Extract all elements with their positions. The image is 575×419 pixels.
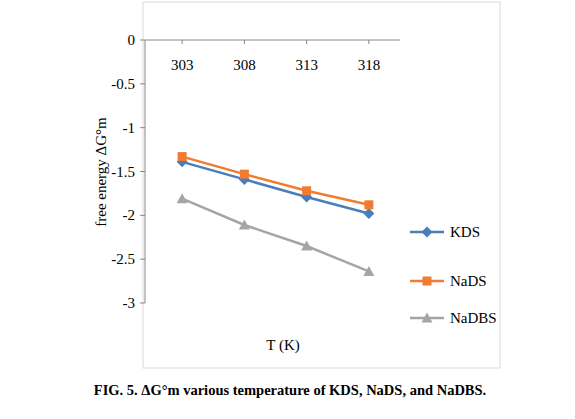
y-tick-label: -1 (123, 120, 136, 136)
legend-label: NaDBS (450, 310, 497, 326)
data-point (364, 200, 373, 209)
x-tick (182, 40, 183, 44)
x-tick-label: 308 (233, 57, 256, 73)
caption: FIG. 5. ΔG°m various temperature of KDS,… (94, 382, 486, 398)
y-tick-label: -3 (123, 295, 136, 311)
chart-frame (143, 2, 500, 368)
y-tick-label: 0 (128, 32, 136, 48)
legend-marker (422, 227, 433, 238)
y-tick-label: -0.5 (111, 76, 135, 92)
series-line (182, 157, 369, 205)
data-point (302, 186, 311, 195)
y-tick-label: -2.5 (111, 251, 135, 267)
series-line (182, 199, 369, 272)
y-axis-label: free energy ΔG°m (93, 117, 109, 227)
y-tick (140, 40, 145, 41)
x-tick (368, 40, 369, 44)
data-point (363, 208, 374, 219)
data-point (363, 266, 374, 276)
legend-label: NaDS (450, 273, 487, 289)
plot-area (177, 152, 375, 276)
y-tick (140, 259, 145, 260)
x-tick (306, 40, 307, 44)
data-point (177, 193, 188, 203)
x-tick-label: 313 (295, 57, 318, 73)
x-axis-label: T (K) (266, 337, 299, 354)
x-tick-label: 303 (171, 57, 194, 73)
series-line (182, 162, 369, 214)
x-tick-label: 318 (358, 57, 381, 73)
y-tick-label: -2 (123, 207, 136, 223)
y-tick (140, 83, 145, 84)
y-tick (140, 303, 145, 304)
data-point (301, 241, 312, 251)
data-point (240, 170, 249, 179)
y-tick (140, 215, 145, 216)
y-tick (140, 171, 145, 172)
legend-marker (422, 313, 433, 323)
x-tick (244, 40, 245, 44)
chart: 0 -0.5 -1 -1.5 -2 -2.5 -3 303 308 313 318 T (K) free… (0, 0, 575, 419)
data-point (239, 219, 250, 229)
legend-label: KDS (450, 224, 480, 240)
y-tick-label: -1.5 (111, 164, 135, 180)
legend-marker (423, 277, 432, 286)
x-axis (145, 40, 400, 41)
data-point (178, 152, 187, 161)
y-tick (140, 127, 145, 128)
